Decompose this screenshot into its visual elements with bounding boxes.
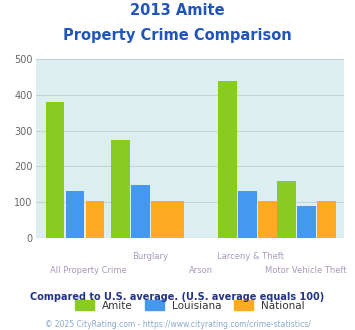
Bar <box>131 185 150 238</box>
Bar <box>151 201 170 238</box>
Text: © 2025 CityRating.com - https://www.cityrating.com/crime-statistics/: © 2025 CityRating.com - https://www.city… <box>45 320 310 329</box>
Text: Arson: Arson <box>189 266 213 275</box>
Bar <box>317 201 336 238</box>
Bar <box>111 140 130 238</box>
Text: All Property Crime: All Property Crime <box>50 266 126 275</box>
Text: Property Crime Comparison: Property Crime Comparison <box>63 28 292 43</box>
Text: Compared to U.S. average. (U.S. average equals 100): Compared to U.S. average. (U.S. average … <box>31 292 324 302</box>
Bar <box>66 190 84 238</box>
Bar <box>86 201 104 238</box>
Bar <box>277 181 296 238</box>
Text: Burglary: Burglary <box>132 252 168 261</box>
Bar <box>165 201 184 238</box>
Bar <box>238 190 257 238</box>
Text: Larceny & Theft: Larceny & Theft <box>217 252 284 261</box>
Bar <box>297 206 316 238</box>
Bar <box>218 81 237 238</box>
Bar <box>45 102 64 238</box>
Legend: Amite, Louisiana, National: Amite, Louisiana, National <box>71 296 309 315</box>
Bar <box>258 201 277 238</box>
Text: Motor Vehicle Theft: Motor Vehicle Theft <box>265 266 346 275</box>
Text: 2013 Amite: 2013 Amite <box>130 3 225 18</box>
